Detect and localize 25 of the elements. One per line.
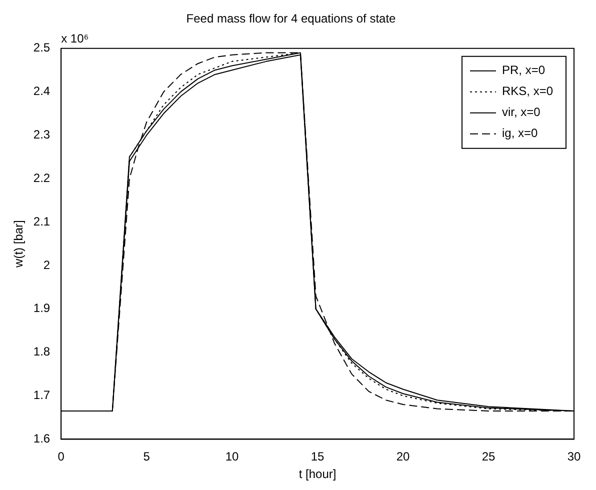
x-tick-label: 25 [482, 450, 496, 464]
y-tick-label: 2.3 [33, 128, 50, 142]
y-tick-label: 1.6 [33, 432, 50, 446]
x-tick-label: 0 [58, 450, 65, 464]
legend-label: ig, x=0 [502, 126, 538, 140]
y-tick-label: 1.8 [33, 344, 50, 359]
y-tick-label: 2.2 [33, 170, 50, 185]
x-tick-label: 30 [567, 450, 581, 464]
y-tick-label: 2 [43, 258, 50, 272]
x-axis-title: t [hour] [298, 467, 336, 482]
y-tick-label: 2.4 [33, 84, 50, 98]
legend-label: RKS, x=0 [502, 84, 554, 98]
text: x 10⁶ [61, 32, 89, 46]
y-axis-title: w(t) [bar] [12, 220, 26, 268]
x-tick-label: 15 [310, 450, 325, 464]
legend-label: PR, x=0 [502, 63, 546, 78]
x-tick-label: 5 [143, 450, 150, 464]
y-tick-label: 1.7 [33, 388, 50, 402]
legend-label: vir, x=0 [502, 105, 541, 120]
y-tick-label: 2.5 [33, 40, 50, 55]
x-tick-label: 10 [225, 450, 240, 464]
chart-title: Feed mass flow for 4 equations of state [186, 12, 396, 26]
y-tick-label: 1.9 [33, 301, 50, 316]
x-tick-label: 20 [396, 450, 410, 464]
y-tick-label: 2.1 [33, 214, 50, 228]
